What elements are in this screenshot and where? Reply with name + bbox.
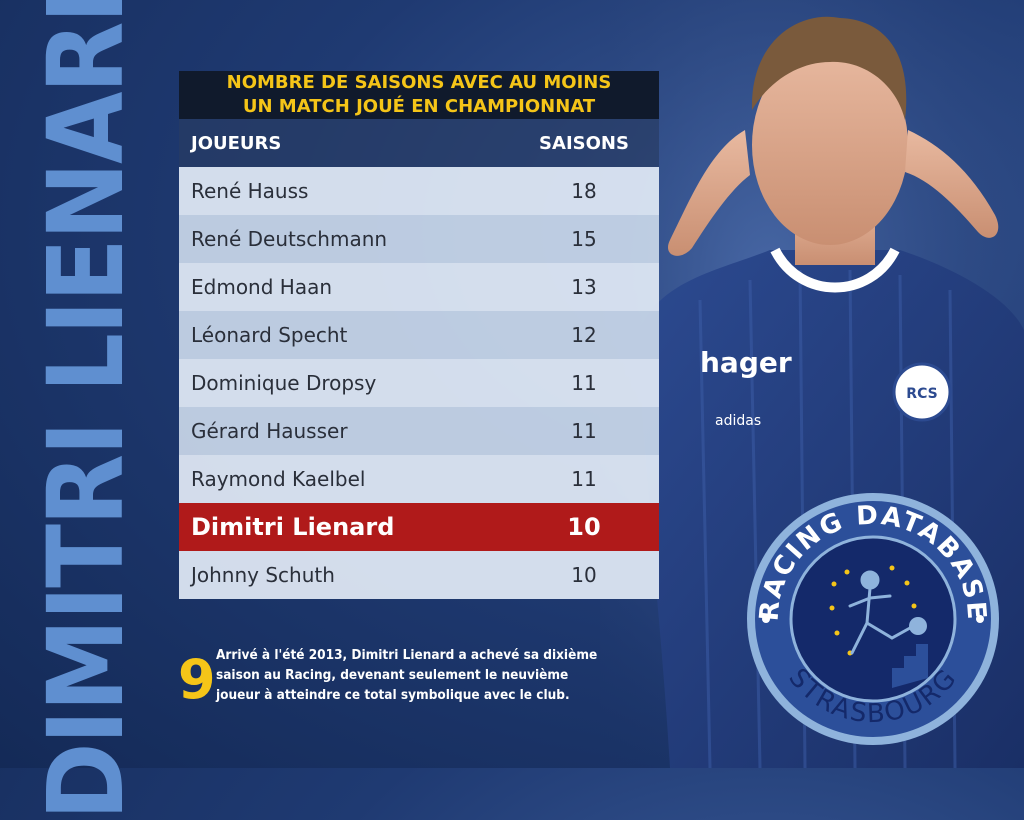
player-seasons: 11 xyxy=(571,419,597,443)
table-row: Johnny Schuth 10 xyxy=(179,551,659,599)
player-name: Dominique Dropsy xyxy=(191,371,377,395)
player-name: Dimitri Lienard xyxy=(191,513,395,541)
player-name: René Deutschmann xyxy=(191,227,388,251)
player-name: René Hauss xyxy=(191,179,309,203)
player-seasons: 11 xyxy=(571,467,597,491)
table-row: René Hauss 18 xyxy=(179,167,659,215)
table-title: NOMBRE DE SAISONS AVEC AU MOINS UN MATCH… xyxy=(179,71,659,119)
player-name: Léonard Specht xyxy=(191,323,348,347)
footnote: 9 Arrivé à l'été 2013, Dimitri Lienard a… xyxy=(178,645,648,707)
player-seasons: 10 xyxy=(567,513,601,541)
table-row: Raymond Kaelbel 11 xyxy=(179,455,659,503)
table-row: Dominique Dropsy 11 xyxy=(179,359,659,407)
footnote-text: Arrivé à l'été 2013, Dimitri Lienard a a… xyxy=(216,645,597,707)
table-title-line1: NOMBRE DE SAISONS AVEC AU MOINS xyxy=(226,72,612,93)
player-seasons: 11 xyxy=(571,371,597,395)
footnote-line1: Arrivé à l'été 2013, Dimitri Lienard a a… xyxy=(216,647,598,663)
header-seasons: SAISONS xyxy=(539,132,629,154)
player-seasons: 13 xyxy=(571,275,597,299)
jersey-sponsor-text: hager xyxy=(700,346,792,379)
logo-stars xyxy=(829,565,917,656)
footnote-number: 9 xyxy=(178,648,216,711)
jersey-crest-text: RCS xyxy=(906,386,937,402)
player-seasons: 12 xyxy=(571,323,597,347)
player-seasons: 15 xyxy=(571,227,597,251)
table-row: René Deutschmann 15 xyxy=(179,215,659,263)
vertical-player-name: DIMITRI LIENARD xyxy=(18,0,154,820)
footnote-line2: saison au Racing, devenant seulement le … xyxy=(216,667,569,683)
stats-table: NOMBRE DE SAISONS AVEC AU MOINS UN MATCH… xyxy=(179,71,659,599)
player-name: Johnny Schuth xyxy=(191,563,335,587)
table-row: Edmond Haan 13 xyxy=(179,263,659,311)
table-header: JOUEURS SAISONS xyxy=(179,119,659,167)
logo-ball xyxy=(909,617,927,635)
table-row-highlighted: Dimitri Lienard 10 xyxy=(179,503,659,551)
footnote-line3: joueur à atteindre ce total symbolique a… xyxy=(216,687,570,703)
player-seasons: 18 xyxy=(571,179,597,203)
logo-kicker-figure xyxy=(848,570,912,655)
player-name: Edmond Haan xyxy=(191,275,333,299)
logo-steps xyxy=(892,644,928,688)
table-title-line2: UN MATCH JOUÉ EN CHAMPIONNAT xyxy=(242,96,596,117)
player-name: Gérard Hausser xyxy=(191,419,348,443)
player-seasons: 10 xyxy=(571,563,597,587)
table-row: Gérard Hausser 11 xyxy=(179,407,659,455)
racing-database-logo: RACING DATABASE STRASBOURG xyxy=(747,493,999,745)
player-name: Raymond Kaelbel xyxy=(191,467,366,491)
jersey-brand-text: adidas xyxy=(715,413,761,429)
vertical-player-name-text: DIMITRI LIENARD xyxy=(25,0,147,820)
table-row: Léonard Specht 12 xyxy=(179,311,659,359)
header-players: JOUEURS xyxy=(191,132,282,154)
